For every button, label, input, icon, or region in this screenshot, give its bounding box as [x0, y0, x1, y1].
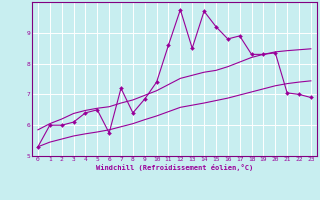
X-axis label: Windchill (Refroidissement éolien,°C): Windchill (Refroidissement éolien,°C) [96, 164, 253, 171]
